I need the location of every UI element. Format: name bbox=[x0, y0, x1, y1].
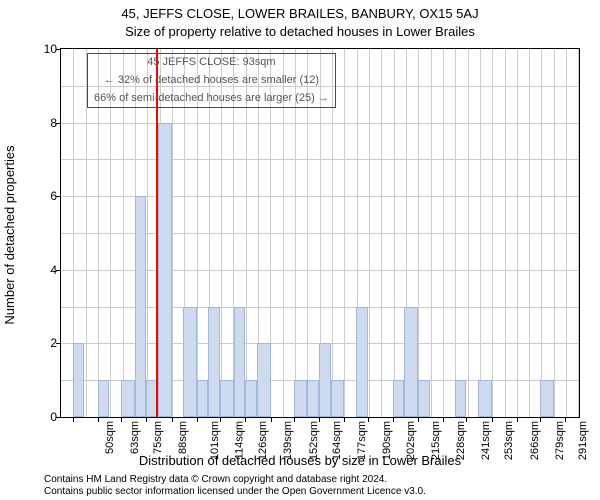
bar bbox=[98, 380, 110, 417]
y-axis-label: Number of detached properties bbox=[2, 50, 17, 420]
bar bbox=[234, 307, 246, 417]
bar bbox=[393, 380, 405, 417]
x-tick-mark bbox=[540, 417, 541, 422]
bar bbox=[331, 380, 345, 417]
y-tick-mark bbox=[56, 417, 61, 418]
marker-text-line-2: 66% of semi-detached houses are larger (… bbox=[88, 90, 335, 108]
y-tick-label: 0 bbox=[39, 410, 57, 424]
gridline-v bbox=[566, 49, 567, 417]
y-tick-mark bbox=[56, 49, 61, 50]
y-tick-label: 4 bbox=[39, 263, 57, 277]
bar bbox=[220, 380, 234, 417]
y-tick-label: 6 bbox=[39, 189, 57, 203]
x-tick-label: 75sqm bbox=[152, 421, 164, 454]
y-tick-label: 8 bbox=[39, 116, 57, 130]
gridline-v bbox=[554, 49, 555, 417]
x-axis-label: Distribution of detached houses by size … bbox=[0, 453, 600, 468]
bar bbox=[197, 380, 209, 417]
bar bbox=[418, 380, 430, 417]
gridline-v bbox=[541, 49, 542, 417]
gridline-v bbox=[468, 49, 469, 417]
bar bbox=[404, 307, 418, 417]
bar bbox=[158, 123, 172, 417]
bar bbox=[73, 343, 85, 417]
gridline-v bbox=[492, 49, 493, 417]
x-tick-label: 63sqm bbox=[129, 421, 141, 454]
gridline-v bbox=[418, 49, 419, 417]
bar bbox=[245, 380, 257, 417]
bar bbox=[121, 380, 135, 417]
y-tick-label: 2 bbox=[39, 336, 57, 350]
y-tick-mark bbox=[56, 270, 61, 271]
x-tick-mark bbox=[393, 417, 394, 422]
gridline-v bbox=[578, 49, 579, 417]
gridline-v bbox=[505, 49, 506, 417]
x-tick-mark bbox=[294, 417, 295, 422]
y-tick-mark bbox=[56, 343, 61, 344]
footer-line-1: Contains HM Land Registry data © Crown c… bbox=[44, 474, 387, 485]
x-tick-mark bbox=[443, 417, 444, 422]
title-sub: Size of property relative to detached ho… bbox=[0, 24, 600, 39]
x-tick-mark bbox=[245, 417, 246, 422]
x-tick-mark bbox=[220, 417, 221, 422]
x-tick-mark bbox=[492, 417, 493, 422]
x-tick-mark bbox=[466, 417, 467, 422]
gridline-v bbox=[381, 49, 382, 417]
bar bbox=[135, 196, 147, 417]
bar bbox=[455, 380, 467, 417]
gridline-v bbox=[529, 49, 530, 417]
x-tick-mark bbox=[121, 417, 122, 422]
marker-box: 45 JEFFS CLOSE: 93sqm← 32% of detached h… bbox=[87, 53, 336, 108]
plot-area: 45 JEFFS CLOSE: 93sqm← 32% of detached h… bbox=[60, 48, 580, 418]
x-tick-mark bbox=[98, 417, 99, 422]
chart-root: 45, JEFFS CLOSE, LOWER BRAILES, BANBURY,… bbox=[0, 0, 600, 500]
x-tick-mark bbox=[172, 417, 173, 422]
marker-text-line-1: ← 32% of detached houses are smaller (12… bbox=[88, 72, 335, 90]
y-tick-mark bbox=[56, 196, 61, 197]
bar bbox=[257, 343, 271, 417]
x-tick-mark bbox=[73, 417, 74, 422]
x-tick-mark bbox=[418, 417, 419, 422]
x-tick-mark bbox=[146, 417, 147, 422]
y-tick-mark bbox=[56, 123, 61, 124]
x-tick-label: 50sqm bbox=[104, 421, 116, 454]
bar bbox=[478, 380, 492, 417]
footer-line-2: Contains public sector information licen… bbox=[44, 486, 426, 497]
x-tick-mark bbox=[517, 417, 518, 422]
marker-text-line-0: 45 JEFFS CLOSE: 93sqm bbox=[88, 54, 335, 72]
gridline-v bbox=[443, 49, 444, 417]
x-tick-mark bbox=[197, 417, 198, 422]
bar bbox=[183, 307, 197, 417]
bar bbox=[540, 380, 554, 417]
gridline-v bbox=[431, 49, 432, 417]
gridline-v bbox=[480, 49, 481, 417]
bar bbox=[319, 343, 331, 417]
bar bbox=[294, 380, 308, 417]
gridline-v bbox=[344, 49, 345, 417]
x-tick-mark bbox=[344, 417, 345, 422]
gridline-v bbox=[517, 49, 518, 417]
bar bbox=[356, 307, 368, 417]
x-tick-label: 88sqm bbox=[177, 421, 189, 454]
title-main: 45, JEFFS CLOSE, LOWER BRAILES, BANBURY,… bbox=[0, 6, 600, 21]
bar bbox=[307, 380, 319, 417]
gridline-v bbox=[455, 49, 456, 417]
x-tick-mark bbox=[271, 417, 272, 422]
gridline-v bbox=[369, 49, 370, 417]
x-tick-mark bbox=[565, 417, 566, 422]
bar bbox=[208, 307, 220, 417]
x-tick-mark bbox=[319, 417, 320, 422]
gridline-v bbox=[394, 49, 395, 417]
x-tick-mark bbox=[368, 417, 369, 422]
y-tick-label: 10 bbox=[39, 42, 57, 56]
